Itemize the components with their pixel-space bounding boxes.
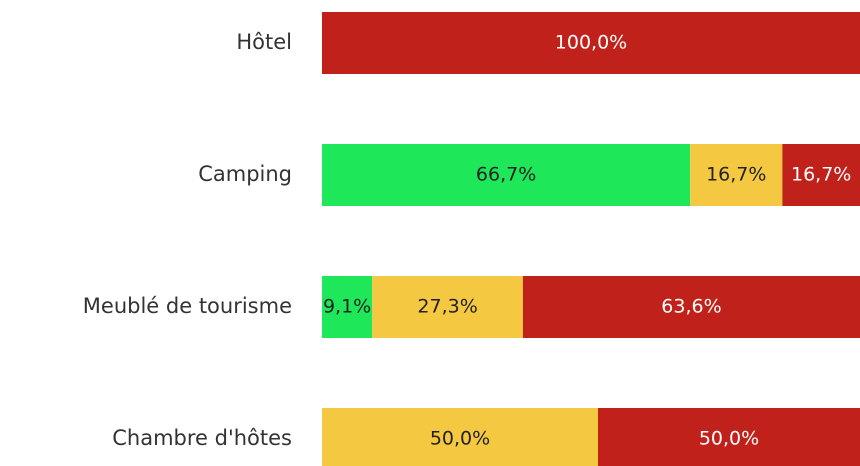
value-label: 16,7%	[706, 164, 766, 186]
bar-segment	[690, 144, 783, 206]
bar-segment	[522, 276, 860, 338]
bar-segment	[322, 12, 860, 74]
category-label: Hôtel	[236, 30, 292, 54]
bar-segment	[322, 276, 373, 338]
bar-segment	[372, 276, 523, 338]
category-label: Meublé de tourisme	[83, 294, 292, 318]
value-label: 66,7%	[476, 164, 536, 186]
value-label: 50,0%	[430, 428, 490, 450]
bar-segment	[782, 144, 860, 206]
bar-segment	[322, 144, 691, 206]
value-label: 100,0%	[555, 32, 627, 54]
bar-segment	[598, 408, 860, 466]
value-label: 50,0%	[699, 428, 759, 450]
value-label: 16,7%	[791, 164, 851, 186]
bar-segment	[322, 408, 598, 466]
value-label: 63,6%	[661, 296, 721, 318]
category-label: Chambre d'hôtes	[112, 426, 292, 450]
value-label: 27,3%	[417, 296, 477, 318]
value-label: 9,1%	[323, 296, 371, 318]
category-label: Camping	[198, 162, 292, 186]
